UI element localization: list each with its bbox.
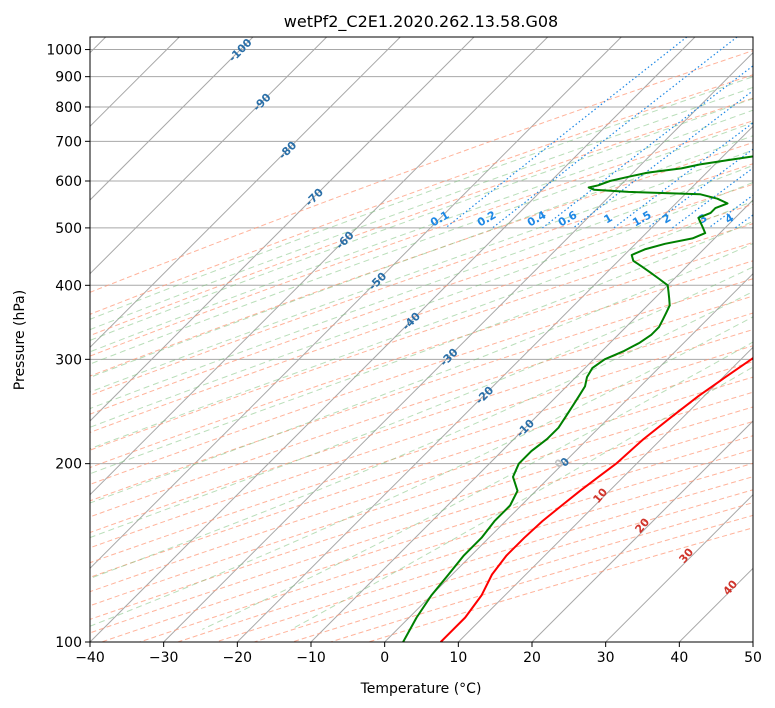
y-tick-label: 500	[55, 221, 82, 237]
mixing-ratio-line	[672, 167, 753, 229]
y-axis-label: Pressure (hPa)	[12, 290, 28, 390]
dry-adiabat-line	[90, 345, 753, 564]
moist-adiabat-line	[90, 86, 753, 331]
x-axis: −40 −30 −20 −10 0 10 20 30 40 50	[75, 642, 762, 666]
x-tick-label: −30	[149, 650, 179, 666]
dry-adiabat-line	[90, 361, 753, 578]
isotherm-line	[90, 37, 622, 570]
moist-adiabat-line	[90, 200, 753, 450]
y-tick-label: 600	[55, 174, 82, 190]
moist-adiabat-line	[90, 181, 753, 428]
moist-adiabat-line	[90, 220, 753, 475]
isotherm-label: -20	[473, 383, 496, 406]
mixing-ratio-label: 0.2	[475, 208, 498, 229]
y-tick-label: 700	[55, 134, 82, 150]
y-tick-label: 400	[55, 278, 82, 294]
dry-adiabat-line	[90, 241, 753, 469]
dry-adiabat-line	[90, 312, 753, 534]
isotherm-line	[310, 199, 753, 642]
dry-adiabat-line	[90, 50, 753, 293]
mixing-ratio-label: 0.4	[525, 208, 549, 229]
dry-adiabat-line	[90, 223, 753, 451]
x-tick-label: 50	[744, 650, 762, 666]
moist-adiabat-line	[90, 98, 753, 341]
x-tick-label: 0	[380, 650, 389, 666]
plot-frame	[89, 36, 754, 643]
moist-adiabat-line	[90, 266, 753, 539]
mixing-ratio-line	[492, 37, 738, 229]
isotherm-line	[457, 346, 753, 642]
y-tick-label: 100	[55, 635, 82, 651]
x-axis-label: Temperature (°C)	[360, 681, 482, 697]
moist-adiabat-line	[90, 242, 753, 504]
dry-adiabat-line	[90, 391, 753, 607]
moist-adiabat-line	[90, 109, 753, 353]
dry-adiabat-line	[90, 376, 753, 593]
isotherm-line	[236, 125, 753, 642]
mixing-ratio-label: 1	[602, 211, 615, 226]
dry-adiabat-line	[101, 435, 753, 642]
x-tick-label: −40	[75, 650, 105, 666]
isotherm-line	[90, 37, 328, 275]
dry-adiabat-line	[90, 260, 753, 485]
x-tick-label: −20	[223, 650, 253, 666]
dry-adiabat-line	[368, 527, 753, 642]
x-tick-label: −10	[296, 650, 326, 666]
moist-adiabat-line	[201, 341, 753, 630]
x-tick-label: 30	[597, 650, 615, 666]
isotherm-line	[90, 37, 696, 642]
moist-adiabat-line	[90, 291, 753, 579]
dry-adiabat-line	[90, 329, 753, 549]
isotherm-line	[384, 272, 753, 642]
mixing-ratio-line	[572, 89, 753, 229]
moist-adiabat-line	[90, 122, 753, 365]
mixing-ratio-line	[542, 65, 753, 229]
dry-adiabat-line	[90, 142, 753, 377]
isotherm-line	[678, 567, 753, 642]
dry-adiabat-line	[90, 295, 753, 518]
background-lines	[90, 37, 753, 642]
isotherm-line	[90, 37, 254, 201]
moist-adiabat-line	[90, 76, 753, 320]
x-tick-label: 10	[449, 650, 467, 666]
dry-adiabat-line	[90, 163, 753, 396]
moist-adiabat-line	[90, 135, 753, 378]
y-tick-label: 900	[55, 70, 82, 86]
y-axis: 100 200 300 400 500 600 700 800 900 1000	[46, 43, 90, 651]
x-tick-label: 20	[523, 650, 541, 666]
y-tick-label: 800	[55, 100, 82, 116]
dewpoint-line	[402, 155, 753, 642]
isotherm-label: -100	[226, 36, 255, 65]
x-tick-label: 40	[670, 650, 688, 666]
isotherm-label: -80	[276, 138, 299, 161]
y-tick-label: 300	[55, 352, 82, 368]
mixing-ratio-label: 2	[660, 211, 673, 226]
isotherm-line	[90, 37, 549, 496]
dry-adiabat-line	[330, 514, 753, 642]
mixing-ratio-label: 0.6	[556, 208, 580, 229]
isotherm-line	[605, 493, 753, 642]
isotherm-line	[90, 37, 401, 349]
isotherm-line	[531, 420, 753, 642]
isotherm-line	[90, 37, 475, 422]
isotherm-line	[752, 641, 753, 642]
dry-adiabat-line	[90, 278, 753, 502]
temperature-line	[439, 356, 753, 642]
y-tick-label: 200	[55, 457, 82, 473]
y-tick-label: 1000	[46, 43, 82, 59]
mixing-ratio-label: 6	[762, 211, 775, 226]
moist-adiabat-label: 40	[720, 577, 740, 597]
moist-adiabat-line	[90, 149, 753, 393]
isotherm-line	[163, 51, 753, 642]
chart-title: wetPf2_C2E1.2020.262.13.58.G08	[284, 12, 558, 32]
moist-adiabat-line	[90, 316, 753, 627]
mixing-ratio-line	[734, 214, 753, 229]
dry-adiabat-line	[90, 97, 753, 337]
profile-lines	[402, 155, 753, 642]
moist-adiabat-label: 10	[590, 485, 610, 505]
mixing-ratio-line	[613, 122, 753, 229]
moist-adiabat-line	[90, 164, 753, 410]
